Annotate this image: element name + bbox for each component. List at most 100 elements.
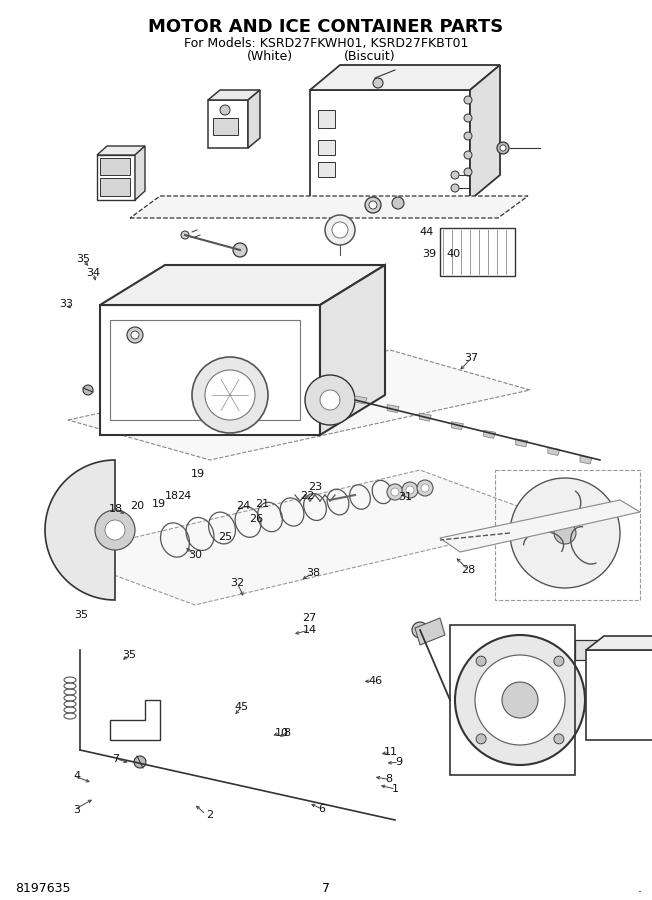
Circle shape — [95, 510, 135, 550]
Polygon shape — [318, 162, 335, 177]
Text: MOTOR AND ICE CONTAINER PARTS: MOTOR AND ICE CONTAINER PARTS — [149, 18, 503, 36]
Text: 40: 40 — [446, 248, 460, 259]
Circle shape — [365, 197, 381, 213]
Circle shape — [476, 656, 486, 666]
Polygon shape — [320, 265, 385, 435]
Text: .: . — [638, 882, 642, 895]
Polygon shape — [213, 118, 238, 135]
Circle shape — [392, 197, 404, 209]
Circle shape — [500, 145, 506, 151]
Polygon shape — [575, 640, 605, 660]
Polygon shape — [451, 422, 464, 429]
Circle shape — [369, 201, 377, 209]
Circle shape — [131, 331, 139, 339]
Text: 39: 39 — [422, 248, 436, 259]
Circle shape — [192, 357, 268, 433]
Circle shape — [451, 171, 459, 179]
Circle shape — [464, 96, 472, 104]
Circle shape — [554, 734, 564, 744]
Circle shape — [464, 132, 472, 140]
Text: 8: 8 — [386, 774, 393, 785]
Polygon shape — [100, 178, 130, 196]
Text: 19: 19 — [190, 469, 205, 480]
Circle shape — [497, 142, 509, 154]
Circle shape — [464, 151, 472, 159]
Polygon shape — [68, 350, 530, 460]
Polygon shape — [100, 265, 385, 305]
Polygon shape — [135, 146, 145, 200]
Circle shape — [305, 375, 355, 425]
Polygon shape — [470, 65, 500, 200]
Text: 22: 22 — [300, 491, 314, 501]
Text: 18: 18 — [109, 504, 123, 515]
Circle shape — [181, 231, 189, 239]
Circle shape — [387, 484, 403, 500]
Text: 23: 23 — [308, 482, 323, 492]
Text: 18: 18 — [165, 491, 179, 501]
Text: 6: 6 — [319, 804, 325, 814]
Polygon shape — [415, 618, 445, 645]
Polygon shape — [45, 460, 115, 600]
Text: 33: 33 — [59, 299, 74, 310]
Polygon shape — [440, 228, 515, 276]
Text: 1: 1 — [393, 784, 399, 795]
Circle shape — [391, 488, 399, 496]
Text: 45: 45 — [234, 702, 248, 713]
Polygon shape — [208, 90, 260, 100]
Text: 35: 35 — [76, 254, 90, 265]
Polygon shape — [208, 100, 248, 148]
Circle shape — [417, 480, 433, 496]
Text: 3: 3 — [74, 805, 80, 815]
Polygon shape — [387, 405, 399, 412]
Text: 24: 24 — [236, 500, 250, 511]
Text: (White): (White) — [247, 50, 293, 63]
Circle shape — [406, 486, 414, 494]
Text: 8: 8 — [284, 727, 290, 738]
Text: 44: 44 — [420, 227, 434, 238]
Text: 31: 31 — [398, 491, 413, 502]
Polygon shape — [97, 146, 145, 155]
Text: (Biscuit): (Biscuit) — [344, 50, 396, 63]
Text: 7: 7 — [113, 753, 119, 764]
Circle shape — [127, 327, 143, 343]
Circle shape — [134, 756, 146, 768]
Circle shape — [502, 682, 538, 718]
Text: 35: 35 — [74, 609, 89, 620]
Circle shape — [105, 520, 125, 540]
Text: 38: 38 — [306, 568, 320, 579]
Polygon shape — [318, 110, 335, 128]
Circle shape — [83, 385, 93, 395]
Text: 24: 24 — [177, 491, 192, 501]
Polygon shape — [100, 305, 320, 435]
Polygon shape — [130, 196, 528, 218]
Polygon shape — [310, 65, 500, 90]
Text: 20: 20 — [130, 500, 144, 511]
Text: 46: 46 — [368, 676, 383, 687]
Text: 14: 14 — [303, 625, 317, 635]
Circle shape — [332, 222, 348, 238]
Circle shape — [464, 114, 472, 122]
Circle shape — [325, 215, 355, 245]
Circle shape — [554, 522, 576, 544]
Polygon shape — [110, 700, 160, 740]
Polygon shape — [484, 430, 496, 438]
Polygon shape — [355, 396, 367, 404]
Circle shape — [373, 78, 383, 88]
Text: 2: 2 — [207, 809, 213, 820]
Circle shape — [464, 168, 472, 176]
Polygon shape — [440, 500, 640, 552]
Text: 8197635: 8197635 — [15, 882, 70, 895]
Circle shape — [412, 622, 428, 638]
Circle shape — [205, 370, 255, 420]
Text: 32: 32 — [230, 578, 244, 589]
Text: 21: 21 — [255, 499, 269, 509]
Polygon shape — [100, 158, 130, 175]
Text: 4: 4 — [74, 770, 80, 781]
Text: For Models: KSRD27FKWH01, KSRD27FKBT01: For Models: KSRD27FKWH01, KSRD27FKBT01 — [184, 37, 468, 50]
Polygon shape — [318, 140, 335, 155]
Text: 34: 34 — [86, 267, 100, 278]
Circle shape — [554, 656, 564, 666]
Circle shape — [220, 105, 230, 115]
Text: 35: 35 — [122, 650, 136, 661]
Circle shape — [320, 390, 340, 410]
